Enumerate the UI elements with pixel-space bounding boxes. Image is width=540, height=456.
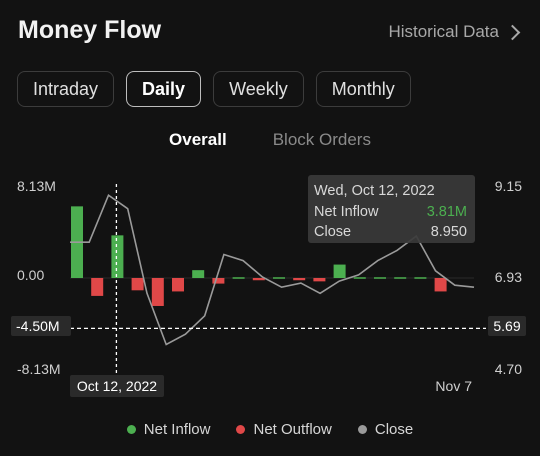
tooltip-value-close: 8.950: [431, 224, 467, 240]
close-price-line: [70, 193, 475, 346]
y-left-tick-top: 8.13M: [17, 178, 56, 194]
legend-net-outflow[interactable]: Net Outflow: [236, 421, 332, 438]
flow-bar: [131, 278, 144, 291]
tooltip-label-inflow: Net Inflow: [314, 204, 379, 220]
crosshair-left-value: -4.50M: [16, 318, 60, 334]
flow-bar: [434, 278, 447, 292]
crosshair-right-value: 5.69: [493, 318, 520, 334]
flow-bar: [313, 278, 326, 282]
crosshair-left-value-box: [11, 316, 71, 336]
flow-bar: [293, 278, 306, 281]
y-right-tick-bottom: 4.70: [495, 361, 522, 377]
tab-intraday[interactable]: Intraday: [17, 71, 115, 107]
historical-data-link[interactable]: Historical Data: [388, 22, 522, 42]
legend-dot-close: [357, 425, 367, 434]
legend-label-inflow: Net Inflow: [143, 421, 211, 438]
flow-bar: [172, 278, 184, 292]
flow-bar: [252, 278, 265, 281]
tab-daily[interactable]: Daily: [126, 71, 202, 107]
historical-data-label: Historical Data: [388, 22, 499, 41]
x-label-end: Nov 7: [435, 378, 472, 394]
tab-monthly[interactable]: Monthly: [315, 71, 411, 107]
tab-weekly[interactable]: Weekly: [213, 71, 304, 107]
y-left-tick-zero: 0.00: [17, 267, 44, 283]
page-title: Money Flow: [18, 16, 162, 44]
flow-bar: [151, 278, 164, 306]
y-right-tick-mid: 6.93: [495, 269, 522, 285]
legend-close[interactable]: Close: [357, 421, 414, 438]
chart-tooltip: Wed, Oct 12, 2022 Net Inflow 3.81M Close…: [308, 175, 475, 243]
tab-overall[interactable]: Overall: [169, 130, 227, 149]
flow-bar: [91, 278, 104, 296]
legend-dot-inflow: [126, 425, 136, 434]
flow-bar: [212, 278, 225, 284]
money-flow-chart[interactable]: 8.13M 0.00 -8.13M 9.15 6.93 4.70 -4.50M …: [0, 170, 540, 410]
flow-bar: [333, 264, 346, 278]
legend-label-outflow: Net Outflow: [253, 421, 332, 438]
period-tabs: Intraday Daily Weekly Monthly: [17, 71, 411, 107]
crosshair-right-value-box: [488, 316, 526, 336]
tooltip-value-inflow: 3.81M: [427, 204, 467, 220]
legend-dot-outflow: [236, 425, 246, 434]
flow-bar: [111, 235, 124, 278]
x-label-start: Oct 12, 2022: [77, 378, 157, 394]
legend-net-inflow[interactable]: Net Inflow: [126, 421, 211, 438]
crosshair-date-box: [70, 375, 164, 397]
tooltip-label-close: Close: [314, 224, 351, 240]
chart-legend: Net Inflow Net Outflow Close: [0, 421, 540, 438]
y-right-tick-top: 9.15: [495, 178, 522, 194]
sub-tabs: Overall Block Orders: [0, 130, 540, 150]
chevron-right-icon: [504, 24, 521, 40]
y-left-tick-bottom: -8.13M: [17, 361, 61, 377]
tab-block-orders[interactable]: Block Orders: [272, 130, 371, 149]
tooltip-date: Wed, Oct 12, 2022: [314, 183, 435, 199]
legend-label-close: Close: [374, 421, 414, 438]
flow-bar: [192, 270, 205, 278]
